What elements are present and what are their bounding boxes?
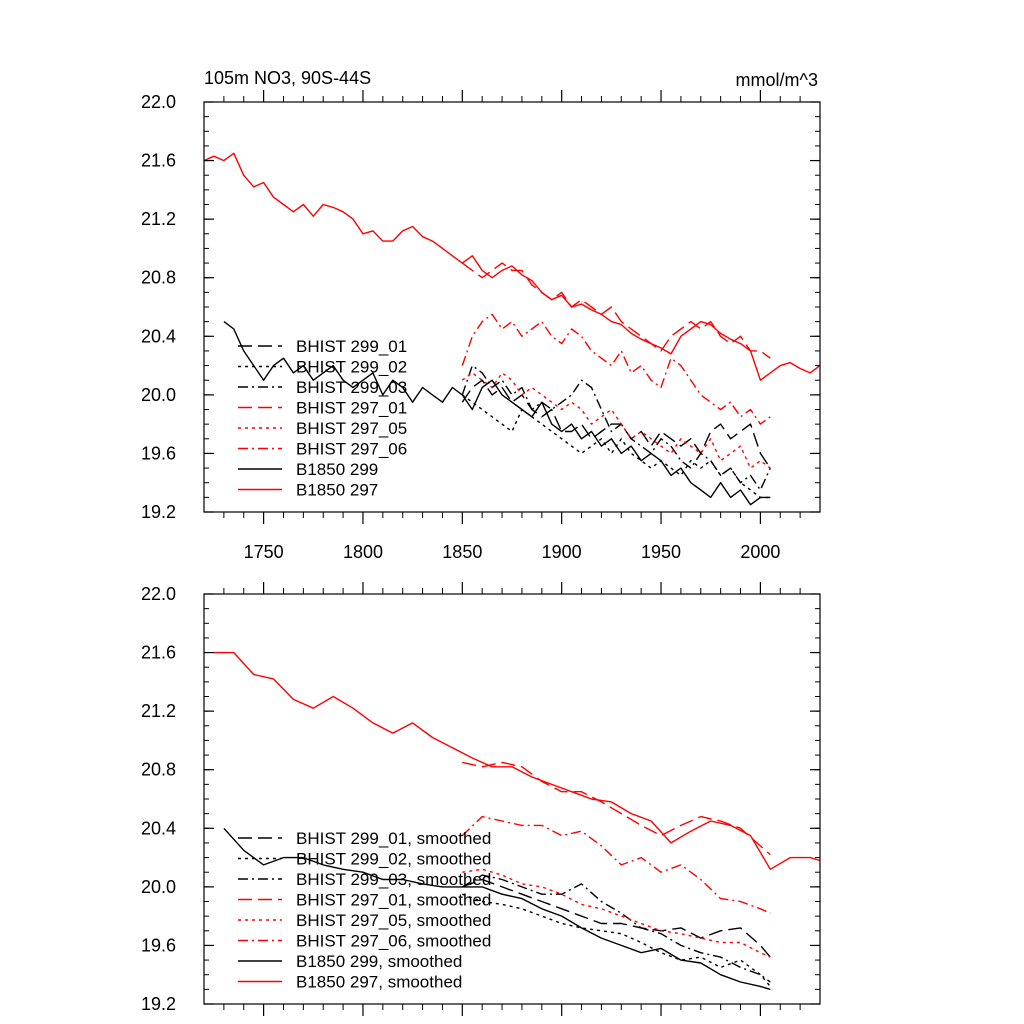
legend-label: BHIST 297_06, smoothed <box>296 932 491 951</box>
legend-label: BHIST 299_03 <box>296 378 407 397</box>
x-tick-label: 1950 <box>641 542 681 562</box>
y-tick-label: 19.6 <box>141 935 176 955</box>
series-line-3 <box>461 262 771 359</box>
series-line-2 <box>461 364 771 491</box>
y-tick-label: 19.2 <box>141 502 176 522</box>
legend-label: BHIST 297_01, smoothed <box>296 891 491 910</box>
series-line-0 <box>462 878 771 958</box>
x-tick-label: 1850 <box>442 542 482 562</box>
series-line-5 <box>461 815 771 914</box>
legend-label: BHIST 299_01 <box>296 337 407 356</box>
legend-label: BHIST 297_05, smoothed <box>296 911 491 930</box>
y-tick-label: 20.4 <box>141 326 176 346</box>
y-tick-label: 22.0 <box>141 584 176 604</box>
legend-label: BHIST 299_02, smoothed <box>296 850 491 869</box>
y-tick-label: 21.6 <box>141 151 176 171</box>
chart-title: 105m NO3, 90S-44S <box>204 68 371 88</box>
legend-label: BHIST 297_01 <box>296 399 407 418</box>
series-line-3 <box>462 761 771 856</box>
legend-label: BHIST 299_02 <box>296 358 407 377</box>
series-line-4 <box>461 372 771 469</box>
y-tick-label: 20.8 <box>141 760 176 780</box>
y-tick-label: 21.6 <box>141 643 176 663</box>
series-line-6 <box>223 827 771 991</box>
legend-label: B1850 297 <box>296 481 378 500</box>
y-tick-label: 20.0 <box>141 877 176 897</box>
y-tick-label: 20.0 <box>141 385 176 405</box>
x-tick-label: 1800 <box>343 542 383 562</box>
chart-units: mmol/m^3 <box>736 70 818 90</box>
x-tick-label: 1900 <box>542 542 582 562</box>
series-line-5 <box>461 313 771 425</box>
chart-panel-bottom: 19.2 19.6 20.0 20.4 20.8 21.2 21.6 22.0 BHIST 2… <box>141 582 821 1016</box>
x-tick-label: 2000 <box>740 542 780 562</box>
y-tick-label: 22.0 <box>141 92 176 112</box>
series-line-7 <box>203 152 821 381</box>
y-tick-label: 19.2 <box>141 994 176 1014</box>
x-tick-label: 1750 <box>244 542 284 562</box>
y-tick-label: 20.8 <box>141 268 176 288</box>
chart-panel-top: 105m NO3, 90S-44S mmol/m^3 19.2 19.6 20.0 2… <box>141 68 821 562</box>
y-tick-label: 21.2 <box>141 701 176 721</box>
y-tick-label: 21.2 <box>141 209 176 229</box>
legend-label: B1850 297, smoothed <box>296 973 462 992</box>
series-line-1 <box>462 893 771 987</box>
y-tick-label: 20.4 <box>141 818 176 838</box>
y-tick-label: 19.6 <box>141 443 176 463</box>
legend-label: BHIST 297_06 <box>296 440 407 459</box>
legend-label: BHIST 299_03, smoothed <box>296 870 491 889</box>
series-line-0 <box>461 379 771 469</box>
series-line-6 <box>223 321 771 506</box>
series-line-7 <box>213 651 821 870</box>
legend-label: BHIST 299_01, smoothed <box>296 829 491 848</box>
legend-label: B1850 299 <box>296 460 378 479</box>
legend-label: B1850 299, smoothed <box>296 952 462 971</box>
legend-label: BHIST 297_05 <box>296 419 407 438</box>
series-line-2 <box>461 874 771 983</box>
